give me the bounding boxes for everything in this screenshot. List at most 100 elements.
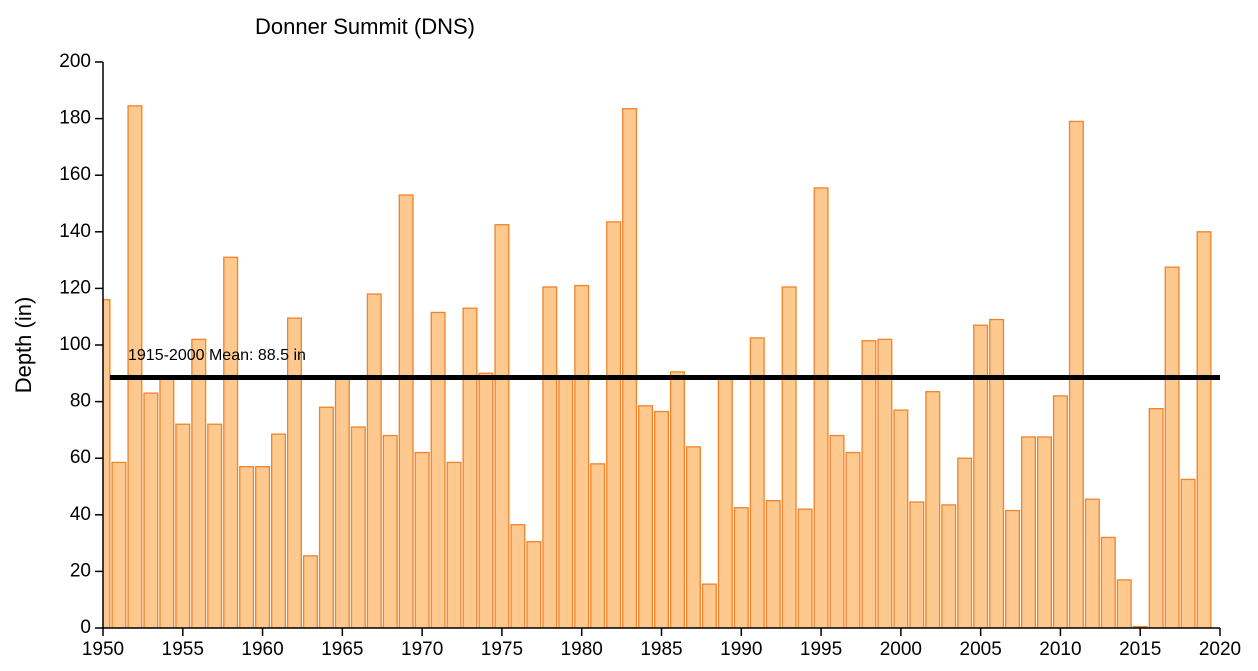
bar bbox=[941, 504, 957, 628]
bar bbox=[1005, 509, 1021, 628]
bar bbox=[366, 293, 382, 628]
bar bbox=[733, 507, 749, 628]
bar bbox=[1116, 579, 1132, 628]
x-tick-label: 1950 bbox=[82, 639, 124, 660]
bar bbox=[286, 317, 302, 628]
bar bbox=[526, 541, 542, 628]
x-tick-label: 1960 bbox=[241, 639, 283, 660]
x-tick-label: 2005 bbox=[960, 639, 1002, 660]
y-tick-label: 100 bbox=[59, 334, 91, 355]
bar bbox=[414, 451, 430, 628]
bar bbox=[382, 434, 398, 628]
y-tick-label: 0 bbox=[80, 617, 91, 638]
chart-title: Donner Summit (DNS) bbox=[255, 14, 475, 39]
bar bbox=[1100, 536, 1116, 628]
bar bbox=[622, 108, 638, 628]
bar bbox=[159, 378, 175, 628]
x-tick-label: 1995 bbox=[800, 639, 842, 660]
bar bbox=[494, 224, 510, 628]
y-tick-label: 180 bbox=[59, 108, 91, 129]
bar bbox=[255, 466, 271, 628]
bar bbox=[1084, 498, 1100, 628]
y-tick-label: 140 bbox=[59, 221, 91, 242]
bar bbox=[765, 499, 781, 628]
x-tick-label: 1990 bbox=[720, 639, 762, 660]
bars bbox=[103, 105, 1212, 628]
y-axis-label: Depth (in) bbox=[11, 297, 36, 394]
y-tick-label: 200 bbox=[59, 51, 91, 72]
bar bbox=[446, 461, 462, 628]
bar bbox=[334, 378, 350, 628]
bar bbox=[1036, 436, 1052, 628]
x-tick-label: 2020 bbox=[1199, 639, 1241, 660]
bar bbox=[318, 406, 334, 628]
bar bbox=[829, 434, 845, 628]
x-tick-label: 1955 bbox=[162, 639, 204, 660]
bar bbox=[207, 423, 223, 628]
bar bbox=[462, 307, 478, 628]
bar bbox=[989, 318, 1005, 628]
x-tick-label: 1985 bbox=[640, 639, 682, 660]
y-tick-label: 120 bbox=[59, 277, 91, 298]
bar bbox=[191, 338, 207, 628]
bar bbox=[717, 378, 733, 628]
bar bbox=[1148, 408, 1164, 628]
bar bbox=[877, 338, 893, 628]
bar bbox=[813, 187, 829, 628]
bar bbox=[510, 524, 526, 628]
y-tick-label: 20 bbox=[70, 560, 91, 581]
bar bbox=[1068, 120, 1084, 628]
bar bbox=[574, 284, 590, 628]
bar bbox=[1180, 478, 1196, 628]
bar bbox=[1052, 395, 1068, 628]
bar bbox=[271, 433, 287, 628]
bar bbox=[542, 286, 558, 628]
x-tick-label: 1965 bbox=[321, 639, 363, 660]
bar bbox=[103, 299, 111, 628]
y-tick-label: 160 bbox=[59, 164, 91, 185]
bar bbox=[143, 392, 159, 628]
x-tick-label: 2010 bbox=[1039, 639, 1081, 660]
bar bbox=[973, 324, 989, 628]
bar bbox=[669, 371, 685, 628]
bar bbox=[749, 337, 765, 628]
bar bbox=[797, 508, 813, 628]
mean-label: 1915-2000 Mean: 88.5 in bbox=[128, 347, 306, 364]
bar bbox=[925, 391, 941, 628]
x-tick-label: 1970 bbox=[401, 639, 443, 660]
bar bbox=[398, 194, 414, 628]
bar bbox=[223, 256, 239, 628]
bar bbox=[909, 501, 925, 628]
bar bbox=[781, 286, 797, 628]
bar bbox=[239, 466, 255, 628]
bar bbox=[478, 372, 494, 628]
bar bbox=[127, 105, 143, 628]
bar bbox=[845, 451, 861, 628]
y-tick-label: 40 bbox=[70, 504, 91, 525]
bar bbox=[558, 378, 574, 628]
bar bbox=[590, 463, 606, 628]
x-tick-label: 2000 bbox=[880, 639, 922, 660]
bar bbox=[653, 410, 670, 628]
x-tick-label: 2015 bbox=[1119, 639, 1161, 660]
bar bbox=[701, 583, 717, 628]
bar bbox=[1196, 231, 1212, 628]
bar bbox=[1164, 266, 1180, 628]
bar bbox=[350, 426, 366, 628]
x-tick-label: 1980 bbox=[561, 639, 603, 660]
bar bbox=[606, 221, 622, 628]
bar bbox=[957, 457, 973, 628]
bar bbox=[1021, 436, 1037, 628]
bar bbox=[685, 446, 701, 628]
bar bbox=[638, 405, 654, 628]
x-tick-label: 1975 bbox=[481, 639, 523, 660]
bar bbox=[302, 555, 318, 628]
bar bbox=[861, 340, 877, 628]
bar bbox=[175, 423, 191, 628]
bar bbox=[111, 461, 127, 628]
y-tick-label: 80 bbox=[70, 391, 91, 412]
bar bbox=[893, 409, 909, 628]
y-tick-label: 60 bbox=[70, 447, 91, 468]
bar bbox=[430, 311, 446, 628]
